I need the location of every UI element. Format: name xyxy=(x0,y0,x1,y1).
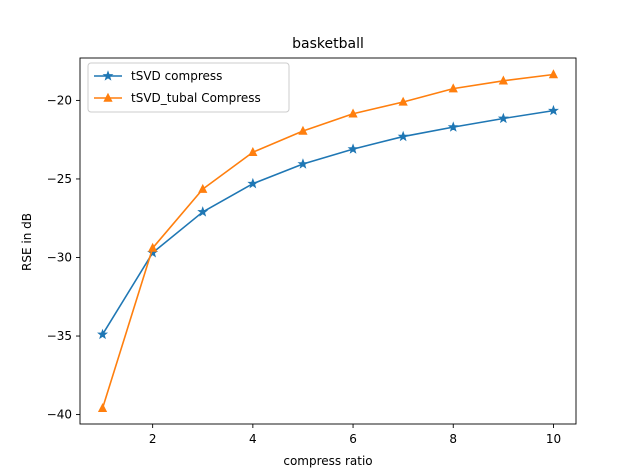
series-1-point xyxy=(297,158,309,169)
x-axis-label: compress ratio xyxy=(283,454,372,468)
series-2-point xyxy=(148,242,158,252)
series-2-point xyxy=(348,108,358,118)
x-tick-label: 8 xyxy=(449,432,457,446)
series-1-point xyxy=(97,328,109,340)
series-line-1 xyxy=(101,109,554,335)
series-1-point xyxy=(197,206,209,217)
series-1-point xyxy=(447,121,459,132)
legend-label-1: tSVD compress xyxy=(131,69,222,83)
legend-box xyxy=(87,62,290,113)
x-tick-label: 10 xyxy=(546,432,561,446)
y-tick-label: −35 xyxy=(47,329,72,343)
x-tick-label: 6 xyxy=(349,432,357,446)
legend: tSVD compress tSVD_tubal Compress xyxy=(87,62,290,113)
axes-frame xyxy=(79,57,577,425)
series-1-point xyxy=(497,112,509,124)
plot-area: 2 4 6 8 10 −40 −35 −30 −25 −20 xyxy=(47,57,577,446)
series-2-point xyxy=(498,75,508,85)
series-2-point xyxy=(298,125,308,135)
series-1-point xyxy=(547,104,559,116)
series-1-point xyxy=(397,130,409,142)
y-axis-label: RSE in dB xyxy=(20,213,34,271)
legend-marker-2 xyxy=(103,92,113,102)
chart-title: basketball xyxy=(292,36,364,52)
series-2-point xyxy=(198,183,208,193)
y-tick-label: −20 xyxy=(47,93,72,107)
series-2-point xyxy=(97,403,108,412)
y-tick-label: −40 xyxy=(47,408,72,422)
legend-label-2: tSVD_tubal Compress xyxy=(131,91,261,105)
x-tick-label: 4 xyxy=(249,432,257,446)
series-2-point xyxy=(248,146,258,156)
y-tick-label: −30 xyxy=(47,250,72,264)
series-1-point xyxy=(347,143,359,154)
series-line-2 xyxy=(101,73,554,409)
series-1-point xyxy=(247,177,259,189)
series-2-point xyxy=(448,83,458,93)
legend-marker-1 xyxy=(102,70,114,81)
series-2-point xyxy=(398,96,408,106)
y-tick-label: −25 xyxy=(47,172,72,186)
series-2-point xyxy=(548,69,559,79)
x-tick-label: 2 xyxy=(149,432,157,446)
